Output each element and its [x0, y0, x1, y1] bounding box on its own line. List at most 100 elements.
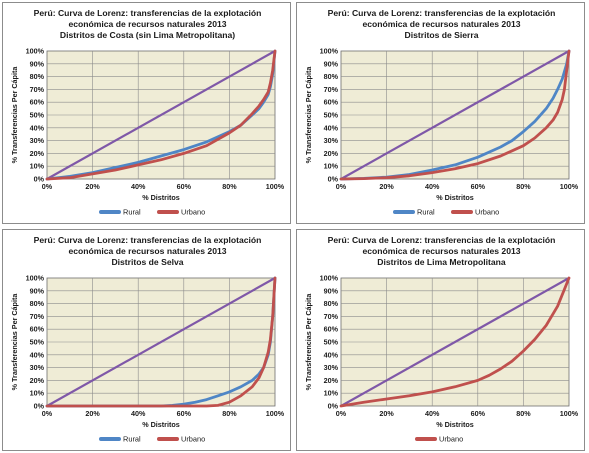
series-line-equality: [339, 49, 571, 181]
y-tick-label: 100%: [320, 47, 339, 56]
y-tick-label: 70%: [324, 312, 339, 321]
y-axis-label: % Transferencias Per Cápita: [304, 293, 313, 391]
chart-title-line: Perú: Curva de Lorenz: transferencias de…: [328, 235, 556, 245]
y-tick-label: 60%: [30, 98, 45, 107]
y-axis-label: % Transferencias Per Cápita: [304, 66, 313, 164]
y-tick-label: 80%: [30, 72, 45, 81]
y-tick-label: 10%: [30, 162, 45, 171]
chart-svg: Perú: Curva de Lorenz: transferencias de…: [10, 8, 285, 217]
chart-title-line: Perú: Curva de Lorenz: transferencias de…: [328, 8, 556, 18]
x-tick-label: 40%: [425, 409, 440, 418]
y-tick-label: 80%: [324, 299, 339, 308]
x-tick-label: 0%: [42, 182, 53, 191]
y-tick-label: 0%: [328, 175, 339, 184]
y-axis-label: % Transferencias Per Cápita: [10, 293, 19, 391]
series-line-urbano: [45, 276, 277, 408]
chart-title-line: económica de recursos naturales 2013: [362, 19, 520, 29]
legend-label-urbano: Urbano: [181, 208, 205, 217]
chart-title-line: Perú: Curva de Lorenz: transferencias de…: [34, 8, 262, 18]
chart-panel-costa: Perú: Curva de Lorenz: transferencias de…: [2, 2, 291, 224]
chart-svg: Perú: Curva de Lorenz: transferencias de…: [304, 8, 579, 217]
x-tick-label: 80%: [222, 182, 237, 191]
y-tick-label: 40%: [324, 350, 339, 359]
x-tick-label: 60%: [471, 409, 486, 418]
y-tick-label: 50%: [324, 111, 339, 120]
chart-svg: Perú: Curva de Lorenz: transferencias de…: [10, 235, 285, 444]
legend-label-urbano: Urbano: [181, 435, 205, 444]
chart-title-line: económica de recursos naturales 2013: [68, 19, 226, 29]
y-tick-label: 30%: [30, 136, 45, 145]
x-tick-label: 20%: [379, 182, 394, 191]
x-tick-label: 100%: [560, 409, 579, 418]
x-tick-label: 40%: [131, 182, 146, 191]
y-tick-label: 30%: [30, 363, 45, 372]
y-tick-label: 10%: [30, 389, 45, 398]
y-tick-label: 90%: [324, 59, 339, 68]
x-tick-label: 100%: [560, 182, 579, 191]
chart-title-line: Distritos de Selva: [111, 257, 183, 267]
y-tick-label: 60%: [324, 98, 339, 107]
x-tick-label: 60%: [177, 182, 192, 191]
y-tick-label: 10%: [324, 162, 339, 171]
series-line-equality: [45, 276, 277, 408]
y-tick-label: 20%: [324, 376, 339, 385]
chart-title-line: económica de recursos naturales 2013: [68, 246, 226, 256]
y-tick-label: 0%: [34, 175, 45, 184]
y-tick-label: 90%: [30, 59, 45, 68]
x-tick-label: 100%: [266, 409, 285, 418]
y-tick-label: 90%: [30, 286, 45, 295]
x-tick-label: 80%: [222, 409, 237, 418]
x-tick-label: 40%: [425, 182, 440, 191]
y-tick-label: 80%: [324, 72, 339, 81]
x-axis-label: % Distritos: [436, 420, 474, 429]
y-tick-label: 50%: [30, 111, 45, 120]
legend-label-rural: Rural: [417, 208, 435, 217]
y-tick-label: 10%: [324, 389, 339, 398]
x-axis-label: % Distritos: [436, 193, 474, 202]
chart-title-line: Perú: Curva de Lorenz: transferencias de…: [34, 235, 262, 245]
y-tick-label: 20%: [30, 376, 45, 385]
x-tick-label: 0%: [336, 409, 347, 418]
y-tick-label: 30%: [324, 363, 339, 372]
y-tick-label: 90%: [324, 286, 339, 295]
x-axis-label: % Distritos: [142, 193, 180, 202]
legend-label-rural: Rural: [123, 435, 141, 444]
chart-panel-selva: Perú: Curva de Lorenz: transferencias de…: [2, 229, 291, 451]
chart-title-line: Distritos de Lima Metropolitana: [377, 257, 506, 267]
x-tick-label: 60%: [177, 409, 192, 418]
x-tick-label: 20%: [85, 182, 100, 191]
y-tick-label: 100%: [26, 274, 45, 283]
y-tick-label: 70%: [30, 85, 45, 94]
y-tick-label: 50%: [324, 338, 339, 347]
chart-title-line: económica de recursos naturales 2013: [362, 246, 520, 256]
y-tick-label: 40%: [30, 350, 45, 359]
y-tick-label: 40%: [30, 123, 45, 132]
y-tick-label: 30%: [324, 136, 339, 145]
chart-title-line: Distritos de Costa (sin Lima Metropolita…: [60, 30, 235, 40]
y-tick-label: 60%: [30, 325, 45, 334]
x-tick-label: 20%: [85, 409, 100, 418]
chart-svg: Perú: Curva de Lorenz: transferencias de…: [304, 235, 579, 444]
legend-label-urbano: Urbano: [475, 208, 499, 217]
legend-label-rural: Rural: [123, 208, 141, 217]
y-tick-label: 70%: [30, 312, 45, 321]
y-tick-label: 40%: [324, 123, 339, 132]
chart-panel-lima: Perú: Curva de Lorenz: transferencias de…: [296, 229, 585, 451]
series-line-urbano: [45, 49, 277, 181]
y-axis-label: % Transferencias Per Cápita: [10, 66, 19, 164]
series-line-equality: [339, 276, 571, 408]
x-tick-label: 0%: [336, 182, 347, 191]
x-tick-label: 60%: [471, 182, 486, 191]
y-tick-label: 80%: [30, 299, 45, 308]
y-tick-label: 100%: [320, 274, 339, 283]
y-tick-label: 100%: [26, 47, 45, 56]
x-tick-label: 40%: [131, 409, 146, 418]
y-tick-label: 0%: [34, 402, 45, 411]
legend-label-urbano: Urbano: [439, 435, 463, 444]
y-tick-label: 70%: [324, 85, 339, 94]
x-tick-label: 80%: [516, 182, 531, 191]
x-tick-label: 80%: [516, 409, 531, 418]
x-tick-label: 20%: [379, 409, 394, 418]
series-line-equality: [45, 49, 277, 181]
chart-title-line: Distritos de Sierra: [404, 30, 478, 40]
